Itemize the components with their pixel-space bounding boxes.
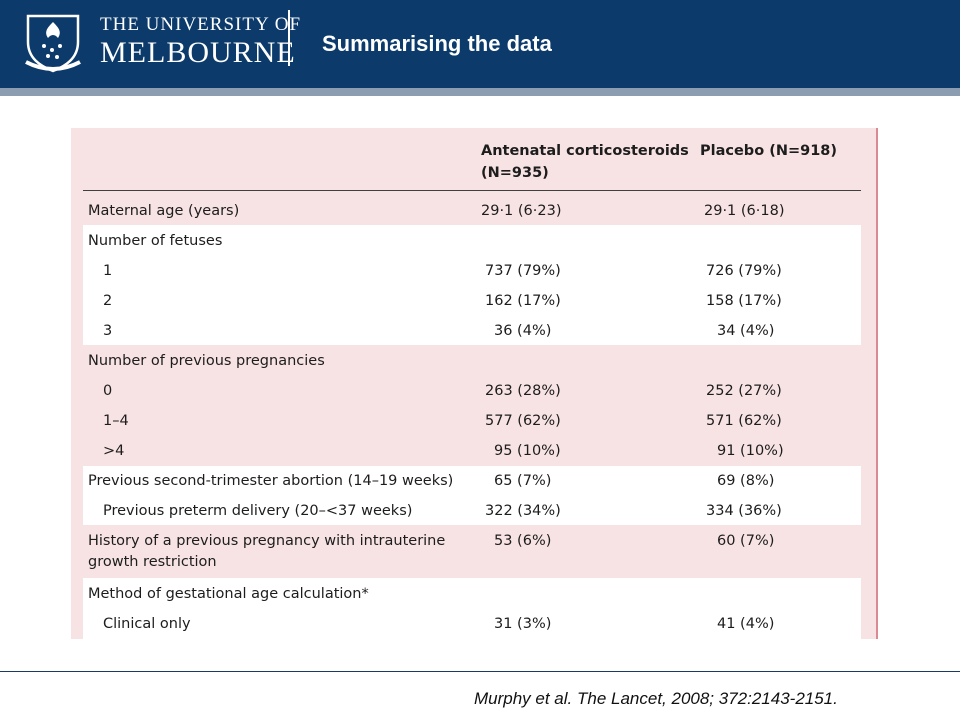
row-label: 1 bbox=[103, 263, 113, 279]
row-label: 2 bbox=[103, 293, 113, 309]
row-value-placebo: 69 (8%) bbox=[717, 473, 775, 489]
row-value-placebo: 29·1 (6·18) bbox=[704, 203, 785, 219]
table-band-white bbox=[83, 225, 861, 345]
column-header-corticosteroids-n: (N=935) bbox=[481, 165, 549, 181]
column-header-placebo: Placebo (N=918) bbox=[700, 143, 838, 159]
row-label: 0 bbox=[103, 383, 113, 399]
header-rule-line bbox=[83, 190, 861, 191]
row-value-placebo: 34 (4%) bbox=[717, 323, 775, 339]
header-banner: THE UNIVERSITY OF MELBOURNE Summarising … bbox=[0, 0, 960, 88]
citation: Murphy et al. The Lancet, 2008; 372:2143… bbox=[474, 689, 838, 708]
university-name-line2: MELBOURNE bbox=[100, 36, 296, 69]
row-value-corticosteroids: 95 (10%) bbox=[494, 443, 561, 459]
row-value-placebo: 726 (79%) bbox=[706, 263, 782, 279]
column-header-corticosteroids: Antenatal corticosteroids bbox=[481, 143, 689, 159]
row-value-placebo: 334 (36%) bbox=[706, 503, 782, 519]
table-band-white bbox=[83, 578, 861, 639]
row-value-placebo: 91 (10%) bbox=[717, 443, 784, 459]
row-value-placebo: 158 (17%) bbox=[706, 293, 782, 309]
row-label-line1: History of a previous pregnancy with int… bbox=[88, 533, 446, 549]
row-label: 1–4 bbox=[103, 413, 129, 429]
row-label-line2: growth restriction bbox=[88, 554, 217, 570]
row-value-placebo: 571 (62%) bbox=[706, 413, 782, 429]
section-label: Number of fetuses bbox=[88, 233, 223, 249]
row-label: Previous second-trimester abortion (14–1… bbox=[88, 473, 454, 489]
row-value-corticosteroids: 737 (79%) bbox=[485, 263, 561, 279]
row-value-corticosteroids: 53 (6%) bbox=[494, 533, 552, 549]
row-value-corticosteroids: 162 (17%) bbox=[485, 293, 561, 309]
table-band-white bbox=[83, 466, 861, 525]
row-label: 3 bbox=[103, 323, 113, 339]
header-divider bbox=[288, 10, 290, 66]
row-label: Maternal age (years) bbox=[88, 203, 240, 219]
slide-title: Summarising the data bbox=[322, 31, 552, 56]
footer-rule bbox=[0, 671, 960, 672]
row-value-corticosteroids: 29·1 (6·23) bbox=[481, 203, 562, 219]
row-value-placebo: 41 (4%) bbox=[717, 616, 775, 632]
row-value-corticosteroids: 577 (62%) bbox=[485, 413, 561, 429]
baseline-characteristics-table: Antenatal corticosteroids (N=935) Placeb… bbox=[71, 128, 876, 639]
row-value-placebo: 252 (27%) bbox=[706, 383, 782, 399]
row-value-corticosteroids: 36 (4%) bbox=[494, 323, 552, 339]
row-value-corticosteroids: 31 (3%) bbox=[494, 616, 552, 632]
row-label: Clinical only bbox=[103, 616, 191, 632]
row-value-corticosteroids: 263 (28%) bbox=[485, 383, 561, 399]
section-label: Number of previous pregnancies bbox=[88, 353, 325, 369]
row-value-corticosteroids: 322 (34%) bbox=[485, 503, 561, 519]
row-label: >4 bbox=[103, 443, 125, 459]
section-label: Method of gestational age calculation* bbox=[88, 586, 369, 602]
table-right-edge bbox=[876, 128, 878, 639]
row-label: Previous preterm delivery (20–<37 weeks) bbox=[103, 503, 413, 519]
row-value-placebo: 60 (7%) bbox=[717, 533, 775, 549]
header-rule bbox=[0, 88, 960, 96]
university-name-line1: THE UNIVERSITY OF bbox=[100, 14, 302, 35]
university-crest-logo bbox=[25, 14, 81, 73]
row-value-corticosteroids: 65 (7%) bbox=[494, 473, 552, 489]
